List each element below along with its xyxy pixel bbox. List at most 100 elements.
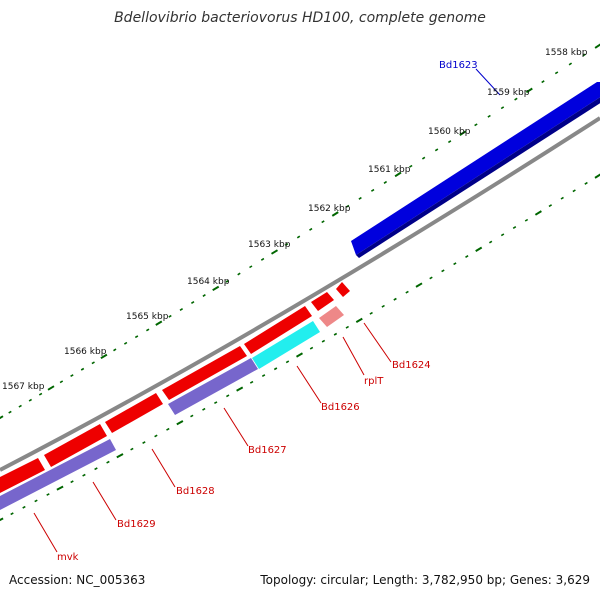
minor-tick bbox=[214, 401, 218, 405]
minor-tick bbox=[168, 314, 172, 318]
minor-tick bbox=[296, 235, 301, 239]
gene-rplt[interactable] bbox=[311, 292, 334, 311]
callout-line-mvk bbox=[33, 512, 58, 553]
gene-bd1623-feature[interactable] bbox=[351, 82, 600, 255]
gene-bd1629-feature[interactable] bbox=[44, 424, 107, 467]
major-tick bbox=[0, 415, 4, 420]
gene-bd1629[interactable] bbox=[44, 424, 107, 467]
ruler-label: 1564 kbp bbox=[187, 277, 230, 287]
major-tick bbox=[594, 173, 600, 179]
minor-tick bbox=[393, 297, 397, 301]
minor-tick bbox=[59, 380, 64, 384]
minor-tick bbox=[179, 308, 184, 311]
gene-label-bd1624[interactable]: Bd1624 bbox=[392, 360, 431, 371]
major-tick bbox=[475, 246, 483, 252]
minor-tick bbox=[260, 257, 265, 261]
genome-backbone-line bbox=[0, 116, 600, 472]
gene-label-bd1627[interactable]: Bd1627 bbox=[248, 445, 287, 456]
minor-tick bbox=[409, 164, 413, 168]
minor-tick bbox=[285, 360, 290, 364]
minor-tick bbox=[70, 480, 74, 484]
major-tick bbox=[331, 211, 339, 217]
gene-bd1626-feature[interactable] bbox=[244, 306, 312, 354]
minor-tick bbox=[70, 374, 74, 377]
ruler-label: 1565 kbp bbox=[126, 312, 169, 322]
minor-tick bbox=[487, 114, 491, 118]
minor-tick bbox=[500, 106, 505, 110]
gene-bd1626[interactable] bbox=[244, 306, 312, 354]
minor-tick bbox=[405, 290, 409, 294]
major-tick bbox=[296, 352, 303, 358]
minor-tick bbox=[46, 493, 50, 496]
minor-tick bbox=[441, 269, 445, 273]
callout-lines bbox=[33, 68, 501, 553]
minor-tick bbox=[381, 304, 385, 308]
gene-label-mvk[interactable]: mvk bbox=[57, 552, 79, 563]
gene-bd1624-feature[interactable] bbox=[336, 282, 350, 297]
major-tick bbox=[155, 320, 163, 326]
minor-tick bbox=[123, 341, 128, 345]
gene-bd1624[interactable] bbox=[336, 282, 350, 297]
minor-tick bbox=[113, 348, 117, 352]
minor-tick bbox=[8, 410, 12, 414]
gene-mvk[interactable] bbox=[0, 458, 45, 493]
minor-tick bbox=[22, 505, 26, 509]
major-tick bbox=[100, 353, 108, 360]
minor-tick bbox=[321, 220, 325, 224]
minor-tick bbox=[554, 71, 559, 75]
ruler-label: 1561 kbp bbox=[368, 165, 411, 175]
minor-tick bbox=[34, 499, 38, 503]
minor-tick bbox=[261, 374, 266, 377]
minor-tick bbox=[421, 156, 426, 160]
minor-tick bbox=[429, 276, 433, 280]
gene-label-bd1623[interactable]: Bd1623 bbox=[439, 60, 478, 71]
gene-label-bd1629[interactable]: Bd1629 bbox=[117, 519, 156, 530]
gene-bd1627-feature[interactable] bbox=[162, 346, 247, 400]
minor-tick bbox=[488, 240, 493, 244]
minor-tick bbox=[142, 441, 146, 444]
gene-label-bd1626[interactable]: Bd1626 bbox=[321, 402, 360, 413]
minor-tick bbox=[512, 226, 517, 229]
gene-mvk-feature[interactable] bbox=[0, 458, 45, 493]
minor-tick bbox=[370, 188, 375, 192]
minor-tick bbox=[28, 398, 33, 402]
cds-feature-bd1627[interactable] bbox=[168, 358, 258, 415]
gene-label-rplt[interactable]: rplT bbox=[364, 376, 384, 387]
minor-tick bbox=[94, 467, 98, 471]
minor-tick bbox=[284, 243, 289, 246]
rrna-feature-bd1626[interactable] bbox=[252, 321, 320, 369]
minor-tick bbox=[369, 311, 373, 315]
major-tick bbox=[459, 130, 467, 136]
gene-labels: Bd1623 Bd1624 rplT Bd1626 Bd1627 Bd1628 … bbox=[57, 60, 478, 563]
minor-tick bbox=[453, 262, 457, 266]
major-tick bbox=[212, 285, 220, 292]
ruler-labels: 1558 kbp 1559 kbp 1560 kbp 1561 kbp 1562… bbox=[2, 48, 588, 392]
major-tick bbox=[525, 87, 533, 94]
gene-bd1628-feature[interactable] bbox=[105, 393, 163, 433]
gene-bd1623[interactable] bbox=[351, 82, 600, 258]
minor-tick bbox=[568, 62, 573, 66]
gene-bd1628[interactable] bbox=[105, 393, 163, 433]
accession-text: Accession: NC_005363 bbox=[9, 573, 146, 587]
minor-tick bbox=[273, 367, 278, 371]
major-tick bbox=[594, 43, 600, 49]
minor-tick bbox=[237, 272, 241, 276]
rrna-feature-rplt[interactable] bbox=[319, 306, 344, 327]
minor-tick bbox=[249, 265, 253, 269]
minor-tick bbox=[345, 204, 350, 208]
gene-label-bd1628[interactable]: Bd1628 bbox=[176, 486, 215, 497]
cds-feature-bd1629[interactable] bbox=[0, 439, 116, 510]
callout-line-bd1624 bbox=[363, 322, 392, 363]
minor-tick bbox=[146, 328, 150, 332]
minor-tick bbox=[106, 460, 110, 464]
minor-tick bbox=[309, 227, 313, 231]
gene-rplt-feature[interactable] bbox=[311, 292, 334, 311]
ruler-label: 1558 kbp bbox=[545, 48, 588, 58]
major-tick bbox=[47, 385, 55, 391]
callout-line-bd1627 bbox=[223, 407, 249, 447]
gene-bd1627[interactable] bbox=[162, 346, 247, 400]
minor-tick bbox=[309, 346, 314, 350]
minor-tick bbox=[465, 255, 469, 258]
major-tick bbox=[176, 420, 184, 426]
ruler-label: 1567 kbp bbox=[2, 382, 45, 392]
